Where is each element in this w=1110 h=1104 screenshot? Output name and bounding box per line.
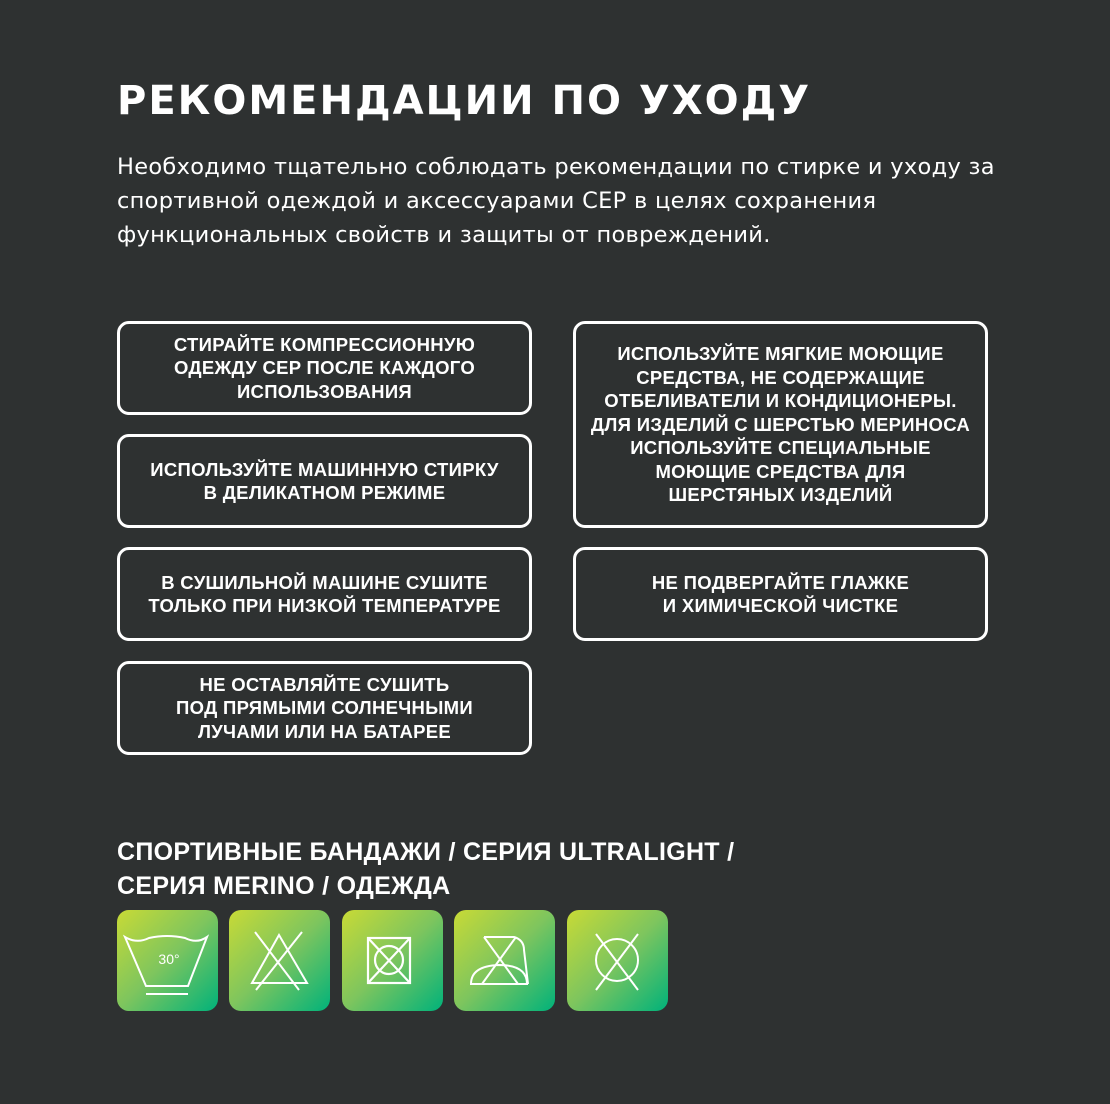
tip-no-sun-dry: НЕ ОСТАВЛЯЙТЕ СУШИТЬ ПОД ПРЯМЫМИ СОЛНЕЧН…: [117, 661, 532, 755]
tip-wash-after-use: СТИРАЙТЕ КОМПРЕССИОННУЮ ОДЕЖДУ CEP ПОСЛЕ…: [117, 321, 532, 415]
series-heading: СПОРТИВНЫЕ БАНДАЖИ / СЕРИЯ ULTRALIGHT / …: [117, 838, 735, 900]
tip-no-iron: НЕ ПОДВЕРГАЙТЕ ГЛАЖКЕ И ХИМИЧЕСКОЙ ЧИСТК…: [573, 547, 988, 641]
intro-text: Необходимо тщательно соблюдать рекоменда…: [117, 154, 995, 248]
tip-mild-detergent: ИСПОЛЬЗУЙТЕ МЯГКИЕ МОЮЩИЕ СРЕДСТВА, НЕ С…: [573, 321, 988, 528]
tip-low-temp-dry: В СУШИЛЬНОЙ МАШИНЕ СУШИТЕ ТОЛЬКО ПРИ НИЗ…: [117, 547, 532, 641]
no-ironing-icon: [454, 910, 555, 1011]
page-title: РЕКОМЕНДАЦИИ ПО УХОДУ: [117, 78, 812, 124]
wash-30-gentle-icon: 30°: [117, 910, 218, 1011]
svg-text:30°: 30°: [158, 951, 179, 967]
no-dry-clean-icon: [567, 910, 668, 1011]
no-bleach-icon: [229, 910, 330, 1011]
no-tumble-dry-icon: [342, 910, 443, 1011]
tip-delicate-wash: ИСПОЛЬЗУЙТЕ МАШИННУЮ СТИРКУ В ДЕЛИКАТНОМ…: [117, 434, 532, 528]
